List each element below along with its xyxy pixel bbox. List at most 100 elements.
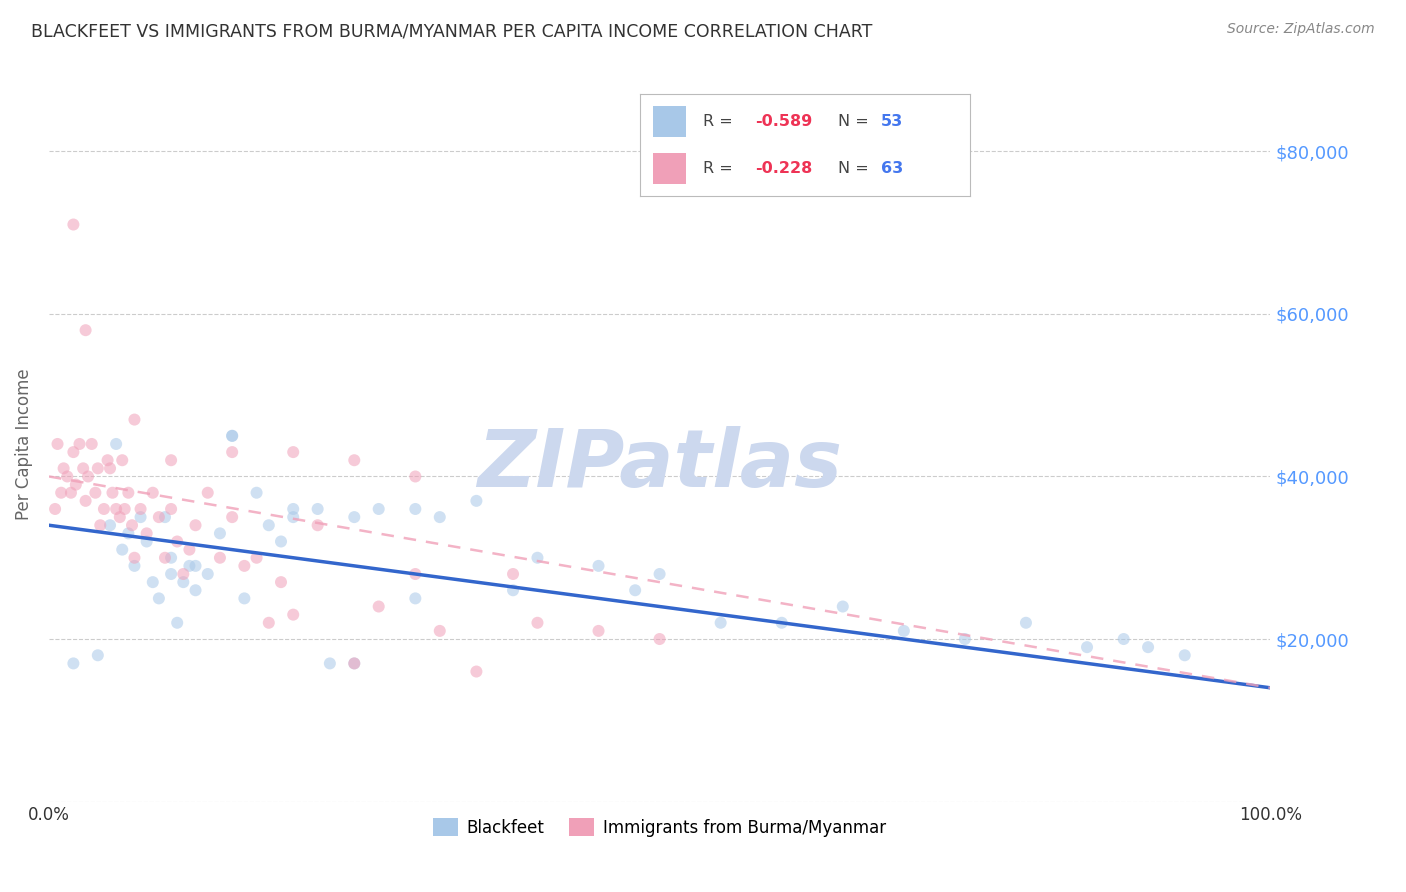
Point <box>197 485 219 500</box>
Point <box>270 575 292 590</box>
Text: R =: R = <box>703 114 737 128</box>
Legend: Blackfeet, Immigrants from Burma/Myanmar: Blackfeet, Immigrants from Burma/Myanmar <box>426 812 893 843</box>
Text: 53: 53 <box>882 114 903 128</box>
Point <box>75 323 97 337</box>
Point <box>624 583 647 598</box>
Text: BLACKFEET VS IMMIGRANTS FROM BURMA/MYANMAR PER CAPITA INCOME CORRELATION CHART: BLACKFEET VS IMMIGRANTS FROM BURMA/MYANM… <box>31 22 872 40</box>
Point <box>343 510 366 524</box>
Point <box>648 567 671 582</box>
Point <box>404 502 426 516</box>
Point <box>465 494 488 508</box>
Point <box>93 502 115 516</box>
Point <box>80 437 103 451</box>
Point <box>465 665 488 679</box>
Point <box>117 526 139 541</box>
Point <box>101 485 124 500</box>
Point <box>648 632 671 646</box>
Text: N =: N = <box>838 161 875 176</box>
Point <box>893 624 915 638</box>
Point <box>124 412 146 426</box>
Point <box>59 485 82 500</box>
Point <box>197 567 219 582</box>
Point <box>283 607 305 622</box>
Point <box>62 657 84 671</box>
Point <box>1174 648 1197 663</box>
Text: 63: 63 <box>882 161 903 176</box>
Text: R =: R = <box>703 161 737 176</box>
Text: N =: N = <box>838 114 875 128</box>
Point <box>65 477 87 491</box>
Point <box>404 567 426 582</box>
Point <box>142 575 165 590</box>
Point <box>77 469 100 483</box>
Point <box>52 461 75 475</box>
Point <box>319 657 342 671</box>
Point <box>184 583 207 598</box>
Point <box>208 526 231 541</box>
Bar <box>652 106 686 136</box>
Point <box>343 453 366 467</box>
Point <box>307 518 329 533</box>
Point <box>1137 640 1160 655</box>
Point <box>98 518 121 533</box>
Point <box>588 558 610 573</box>
Text: -0.589: -0.589 <box>755 114 813 128</box>
Point <box>87 461 110 475</box>
Point <box>343 657 366 671</box>
Point <box>233 558 256 573</box>
Point <box>142 485 165 500</box>
Point <box>283 445 305 459</box>
Point <box>221 445 243 459</box>
Point <box>245 485 267 500</box>
Point <box>153 510 176 524</box>
Point <box>166 615 188 630</box>
Point <box>1015 615 1038 630</box>
Point <box>135 534 157 549</box>
Point <box>129 502 152 516</box>
Point <box>270 534 292 549</box>
Point <box>108 510 131 524</box>
Point <box>97 453 120 467</box>
Point <box>283 502 305 516</box>
Point <box>283 510 305 524</box>
Point <box>124 550 146 565</box>
Point <box>105 437 128 451</box>
Point <box>75 494 97 508</box>
Point <box>588 624 610 638</box>
Point <box>429 510 451 524</box>
Point <box>1076 640 1098 655</box>
Point <box>184 558 207 573</box>
Point <box>526 550 548 565</box>
Point <box>87 648 110 663</box>
Point <box>111 453 134 467</box>
Point <box>160 550 183 565</box>
Point <box>245 550 267 565</box>
Point <box>233 591 256 606</box>
Point <box>770 615 793 630</box>
Point <box>343 657 366 671</box>
Point <box>62 218 84 232</box>
Point <box>117 485 139 500</box>
Text: Source: ZipAtlas.com: Source: ZipAtlas.com <box>1227 22 1375 37</box>
Point <box>72 461 94 475</box>
Text: -0.228: -0.228 <box>755 161 813 176</box>
Point <box>179 558 201 573</box>
Point <box>179 542 201 557</box>
Point <box>148 591 170 606</box>
Point <box>404 591 426 606</box>
Point <box>46 437 69 451</box>
Point <box>114 502 136 516</box>
Point <box>98 461 121 475</box>
Point <box>221 429 243 443</box>
Point <box>84 485 107 500</box>
Point <box>257 518 280 533</box>
Point <box>429 624 451 638</box>
Point <box>184 518 207 533</box>
Point <box>172 575 194 590</box>
Point <box>121 518 143 533</box>
Point <box>172 567 194 582</box>
Point <box>62 445 84 459</box>
Point <box>51 485 73 500</box>
Point <box>148 510 170 524</box>
Text: ZIPatlas: ZIPatlas <box>477 426 842 504</box>
